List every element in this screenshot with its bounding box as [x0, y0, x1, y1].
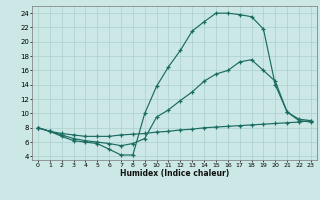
- X-axis label: Humidex (Indice chaleur): Humidex (Indice chaleur): [120, 169, 229, 178]
